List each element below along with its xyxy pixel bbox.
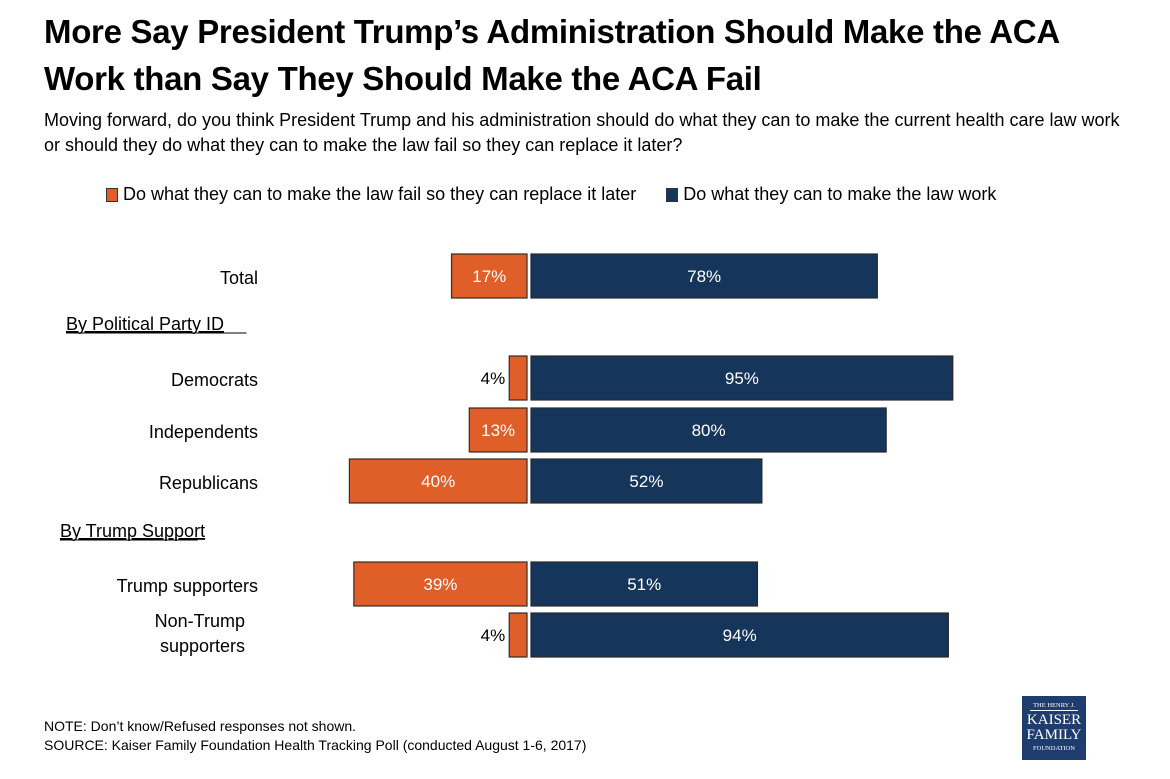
data-label-work-trump-supporters: 51% bbox=[627, 575, 661, 594]
row-label-independents: Independents bbox=[149, 422, 258, 442]
row-label-total: Total bbox=[220, 268, 258, 288]
logo-line-4: FOUNDATION bbox=[1033, 745, 1075, 752]
row-label-republicans: Republicans bbox=[159, 473, 258, 493]
row-label-non-trump-supporters: Non-Trump supporters bbox=[155, 611, 245, 656]
logo-line-2: KAISER bbox=[1026, 712, 1082, 728]
bar-work-non-trump-supporters bbox=[530, 612, 949, 658]
data-label-fail-trump-supporters: 39% bbox=[423, 575, 457, 594]
data-label-work-non-trump-supporters: 94% bbox=[723, 626, 757, 645]
row-label-trump-supporters: Trump supporters bbox=[117, 576, 258, 596]
legend: Do what they can to make the law fail so… bbox=[106, 184, 1026, 205]
data-label-fail-total: 17% bbox=[472, 267, 506, 286]
data-label-work-total: 78% bbox=[687, 267, 721, 286]
legend-label-work: Do what they can to make the law work bbox=[683, 184, 997, 204]
row-label-democrats: Democrats bbox=[171, 370, 258, 390]
row-label-line: Non-Trump bbox=[155, 611, 245, 631]
bar-fail-republicans bbox=[348, 458, 528, 504]
bar-work-total bbox=[530, 253, 878, 299]
chart-title: More Say President Trump’s Administratio… bbox=[44, 13, 1059, 97]
footer: NOTE: Don’t know/Refused responses not s… bbox=[44, 717, 586, 755]
bar-fail-non-trump-supporters bbox=[508, 612, 528, 658]
bar-work-trump-supporters bbox=[530, 561, 759, 607]
data-label-fail-independents: 13% bbox=[481, 421, 515, 440]
group-label-by-trump-support: By Trump Support bbox=[60, 521, 205, 541]
data-label-work-republicans: 52% bbox=[629, 472, 663, 491]
bar-work-independents bbox=[530, 407, 887, 453]
legend-item-work: Do what they can to make the law work bbox=[666, 184, 996, 205]
kaiser-family-foundation-logo: THE HENRY J. KAISER FAMILY FOUNDATION bbox=[1022, 696, 1086, 760]
bar-fail-independents bbox=[468, 407, 528, 453]
data-label-fail-republicans: 40% bbox=[421, 472, 455, 491]
legend-swatch-work bbox=[666, 187, 679, 202]
legend-swatch-fail bbox=[106, 187, 118, 202]
footer-note: NOTE: Don’t know/Refused responses not s… bbox=[44, 718, 357, 734]
group-label-by-political-party-id: By Political Party ID bbox=[66, 314, 224, 334]
chart-subtitle: Moving forward, do you think President T… bbox=[44, 110, 1120, 155]
data-label-fail-democrats: 4% bbox=[481, 369, 506, 388]
data-label-work-democrats: 95% bbox=[725, 369, 759, 388]
data-label-work-independents: 80% bbox=[692, 421, 726, 440]
logo-line-1: THE HENRY J. bbox=[1030, 702, 1078, 711]
logo-line-3: FAMILY bbox=[1026, 727, 1082, 743]
bar-fail-trump-supporters bbox=[353, 561, 528, 607]
bar-fail-democrats bbox=[508, 355, 528, 401]
legend-item-fail: Do what they can to make the law fail so… bbox=[106, 184, 636, 205]
legend-label-fail: Do what they can to make the law fail so… bbox=[123, 184, 637, 204]
row-label-line: supporters bbox=[160, 636, 245, 656]
bar-work-republicans bbox=[530, 458, 763, 504]
bar-work-democrats bbox=[530, 355, 954, 401]
footer-source: SOURCE: Kaiser Family Foundation Health … bbox=[44, 737, 587, 753]
bar-fail-total bbox=[450, 253, 528, 299]
data-label-fail-non-trump-supporters: 4% bbox=[481, 626, 506, 645]
